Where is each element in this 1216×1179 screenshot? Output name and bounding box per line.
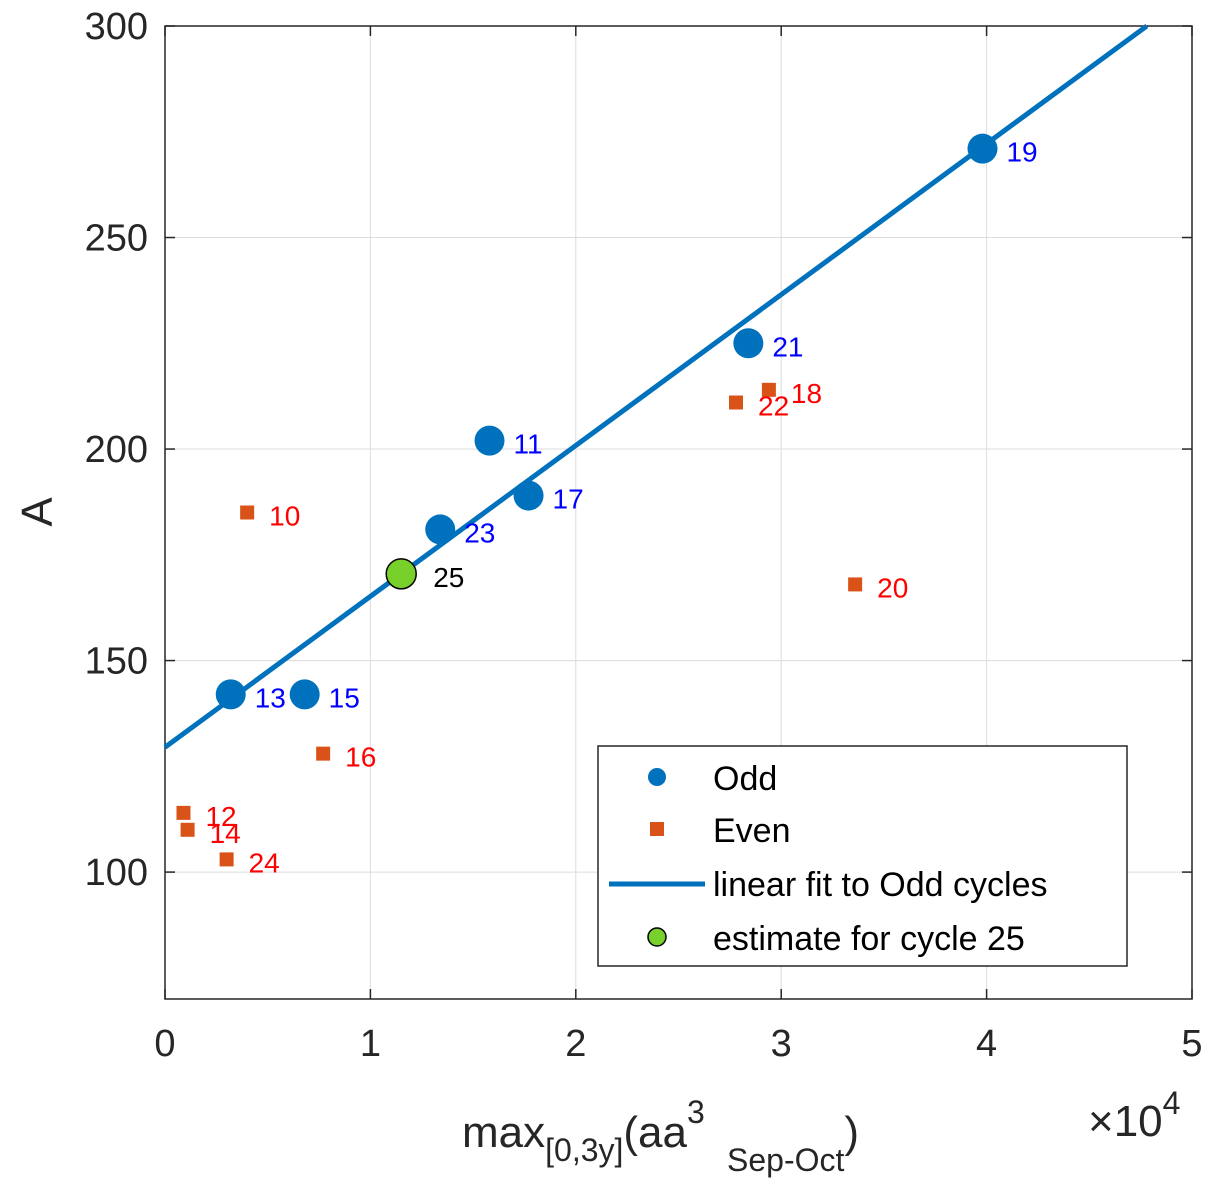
even-point-label: 16 — [345, 742, 376, 773]
even-point — [316, 746, 331, 761]
odd-point-label: 15 — [329, 682, 360, 713]
odd-point-label: 17 — [553, 484, 584, 515]
odd-point — [215, 679, 246, 710]
x-axis-title-base: max — [462, 1108, 545, 1157]
legend-fit-label: linear fit to Odd cycles — [713, 866, 1047, 904]
legend-even-marker — [650, 822, 664, 836]
x-tick-label: 2 — [565, 1023, 586, 1065]
estimate-point-label: 25 — [433, 562, 464, 593]
legend: Odd Even linear fit to Odd cycles estima… — [597, 745, 1128, 967]
odd-point-label: 11 — [514, 429, 543, 460]
x-tick-label: 3 — [771, 1023, 792, 1065]
even-point-label: 12 — [205, 801, 236, 832]
odd-point — [967, 133, 998, 164]
x-axis-title-sup: 3 — [687, 1094, 705, 1130]
axes-box — [164, 25, 1193, 1000]
y-tick-label: 150 — [85, 641, 148, 683]
even-point — [848, 577, 863, 592]
y-tick-label: 100 — [85, 852, 148, 894]
x-axis-title-paren-open: (aa — [623, 1108, 687, 1157]
y-tick-label: 300 — [85, 6, 148, 48]
odd-point — [474, 425, 505, 456]
even-point-label: 24 — [249, 847, 280, 878]
x-axis-title-sub2: Sep-Oct — [727, 1142, 844, 1178]
even-point — [729, 395, 744, 410]
odd-point-label: 21 — [772, 331, 803, 362]
odd-point-label: 13 — [255, 682, 286, 713]
legend-odd-marker — [648, 768, 666, 786]
even-point — [180, 822, 195, 837]
x-axis-title-sub: [0,3y] — [545, 1132, 623, 1168]
even-point — [761, 382, 776, 397]
even-point-label: 10 — [269, 501, 300, 532]
odd-point — [513, 480, 544, 511]
odd-point-label: 23 — [464, 517, 495, 548]
axes — [164, 25, 1193, 1000]
odd-point — [733, 328, 764, 359]
even-point-label: 20 — [877, 572, 908, 603]
y-tick-label: 250 — [85, 218, 148, 260]
odd-point — [425, 514, 456, 545]
x-tick-label: 1 — [360, 1023, 381, 1065]
legend-box — [597, 745, 1128, 967]
x-tick-label: 0 — [154, 1023, 175, 1065]
odd-point — [289, 679, 320, 710]
even-point — [219, 852, 234, 867]
legend-estimate-label: estimate for cycle 25 — [713, 920, 1025, 958]
odd-point-label: 19 — [1006, 137, 1037, 168]
x-axis-multiplier-exponent: 4 — [1163, 1085, 1181, 1121]
x-axis-title-paren-close: ) — [844, 1108, 859, 1157]
x-axis-multiplier: ×104 — [1088, 1085, 1180, 1146]
y-tick-label: 200 — [85, 429, 148, 471]
legend-estimate-marker — [647, 927, 667, 947]
x-tick-label: 5 — [1181, 1023, 1202, 1065]
legend-odd-label: Odd — [713, 760, 777, 798]
estimate-point — [385, 558, 417, 590]
x-tick-label: 4 — [976, 1023, 997, 1065]
points-layer — [176, 133, 998, 867]
even-point-label: 14 — [210, 818, 241, 849]
x-axis-title: max[0,3y](aa3 Sep-Oct) — [462, 1094, 859, 1178]
even-point — [176, 805, 191, 820]
even-point-label: 22 — [758, 391, 789, 422]
even-point — [240, 505, 255, 520]
y-axis-title: A — [13, 497, 62, 527]
even-point-label: 18 — [791, 378, 822, 409]
x-axis-multiplier-prefix: ×10 — [1088, 1097, 1163, 1146]
legend-even-label: Even — [713, 812, 791, 850]
